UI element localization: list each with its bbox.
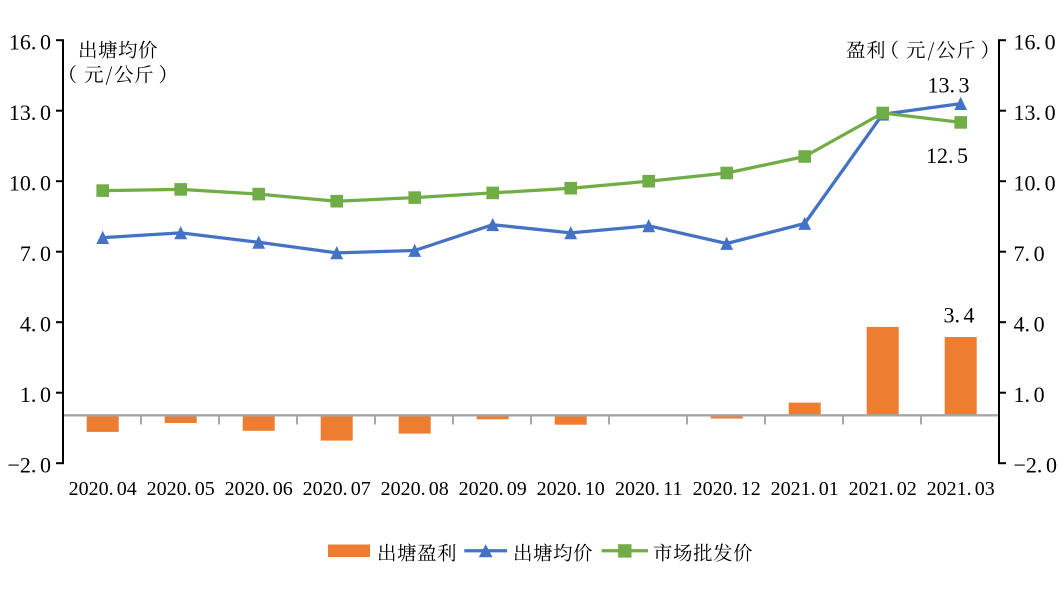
svg-text:1.0: 1. 0 [1014, 382, 1045, 407]
svg-text:2020.05: 2020. 05 [147, 478, 215, 500]
svg-text:10.0: 10. 0 [9, 170, 51, 195]
svg-text:16.0: 16. 0 [1014, 29, 1056, 54]
svg-text:2020.11: 2020. 11 [615, 478, 682, 500]
svg-text:16.0: 16. 0 [9, 29, 51, 54]
svg-text:2020.10: 2020. 10 [537, 478, 605, 500]
svg-text:7.0: 7. 0 [20, 241, 51, 266]
svg-text:7.0: 7. 0 [1014, 241, 1045, 266]
svg-text:−2.0: −2. 0 [7, 452, 51, 477]
svg-text:12.5: 12. 5 [926, 143, 968, 168]
svg-text:13.0: 13. 0 [9, 100, 51, 125]
svg-text:10.0: 10. 0 [1014, 170, 1056, 195]
svg-text:2021.01: 2021. 01 [771, 478, 839, 500]
svg-text:2020.06: 2020. 06 [225, 478, 293, 500]
svg-text:2020.08: 2020. 08 [381, 478, 449, 500]
svg-text:2020.07: 2020. 07 [303, 478, 371, 500]
svg-text:2021.03: 2021. 03 [927, 478, 995, 500]
svg-text:3.4: 3. 4 [943, 303, 974, 328]
svg-text:13.0: 13. 0 [1014, 100, 1056, 125]
svg-text:4.0: 4. 0 [20, 311, 51, 336]
svg-text:1.0: 1. 0 [20, 382, 51, 407]
svg-text:−2.0: −2. 0 [1014, 452, 1058, 477]
svg-text:4.0: 4. 0 [1014, 311, 1045, 336]
svg-text:13.3: 13. 3 [927, 73, 969, 98]
svg-text:2020.04: 2020. 04 [69, 478, 137, 500]
svg-text:2020.12: 2020. 12 [693, 478, 761, 500]
svg-text:2021.02: 2021. 02 [849, 478, 917, 500]
svg-text:2020.09: 2020. 09 [459, 478, 527, 500]
